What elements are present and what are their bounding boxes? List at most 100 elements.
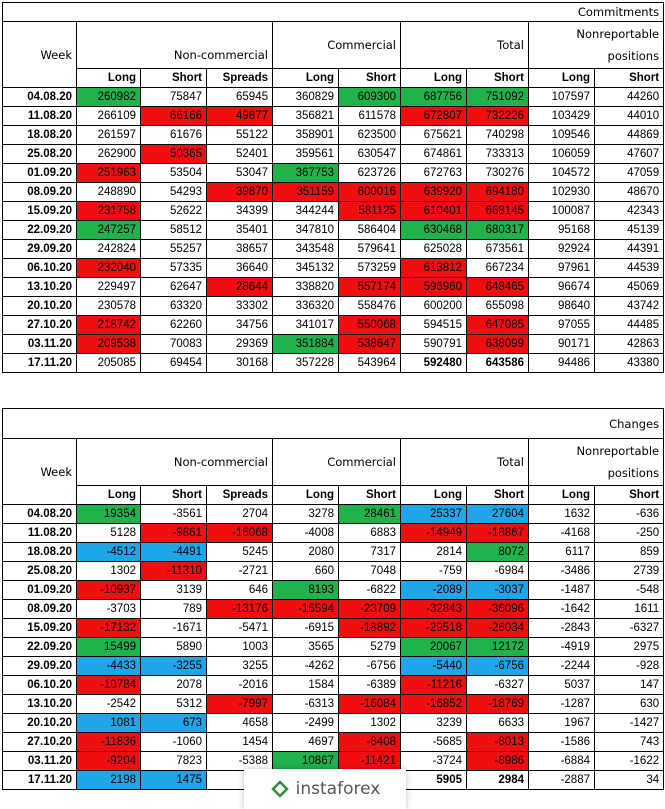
week-date-cell: 13.10.20 bbox=[2, 694, 77, 714]
value-cell: 3278 bbox=[272, 504, 339, 524]
value-cell: 646 bbox=[206, 580, 273, 600]
week-header: Week bbox=[2, 21, 77, 88]
value-cell: 3139 bbox=[140, 580, 207, 600]
table-row: 13.10.20 -2542 5312 -7997 -6313 -16084 -16852-… bbox=[2, 694, 665, 714]
noncommercial-header: Non-commercial bbox=[76, 438, 273, 486]
value-cell: -1487 bbox=[528, 580, 595, 600]
value-cell: 600016 bbox=[338, 182, 401, 202]
table-row: 06.10.20 232040 57335 36640 345132 573259 6138… bbox=[2, 258, 665, 278]
value-cell: 75847 bbox=[140, 87, 207, 107]
value-cell: 2198 bbox=[76, 770, 141, 790]
value-cell: -14949 bbox=[400, 523, 467, 543]
col-total-long: Long bbox=[400, 68, 467, 88]
nonreportable-header: Nonreportable positions bbox=[527, 438, 665, 486]
value-cell: 592480 bbox=[400, 353, 467, 373]
col-nonrep-short: Short bbox=[593, 485, 665, 505]
value-cell: -5471 bbox=[206, 618, 273, 638]
value-cell: -8013 bbox=[466, 732, 529, 752]
week-date-cell: 01.09.20 bbox=[2, 580, 77, 600]
value-cell: -6756 bbox=[466, 656, 529, 676]
value-cell: 5890 bbox=[140, 637, 207, 657]
value-cell: 538647 bbox=[338, 334, 401, 354]
week-date-cell: 03.11.20 bbox=[2, 751, 77, 771]
value-cell: 1003 bbox=[206, 637, 273, 657]
value-cell: 232040 bbox=[76, 258, 141, 278]
value-cell: 97055 bbox=[528, 315, 595, 335]
table-row: 03.11.20 209538 70083 29369 351884 538647 5907… bbox=[2, 334, 665, 354]
value-cell: 6633 bbox=[466, 713, 529, 733]
value-cell: 1302 bbox=[338, 713, 401, 733]
value-cell: 751092 bbox=[466, 87, 529, 107]
value-cell: -2016 bbox=[206, 675, 273, 695]
value-cell: -6313 bbox=[272, 694, 339, 714]
week-date-cell: 08.09.20 bbox=[2, 599, 77, 619]
table-row: 25.08.20 262900 50365 52401 359561 630547 6748… bbox=[2, 144, 665, 164]
week-header: Week bbox=[2, 438, 77, 505]
value-cell: 42343 bbox=[593, 201, 665, 221]
value-cell: 338820 bbox=[272, 277, 339, 297]
value-cell: 557174 bbox=[338, 277, 401, 297]
value-cell: 2984 bbox=[466, 770, 529, 790]
table-row: 06.10.20 -10784 2078 -2016 1584 -6389 -11216 -6… bbox=[2, 675, 665, 695]
table-row: 29.09.20 242824 55257 38657 343548 579641 6250… bbox=[2, 239, 665, 259]
value-cell: 5037 bbox=[528, 675, 595, 695]
value-cell: 600200 bbox=[400, 296, 467, 316]
col-comm-short: Short bbox=[338, 68, 401, 88]
value-cell: -16594 bbox=[272, 599, 339, 619]
week-date-cell: 13.10.20 bbox=[2, 277, 77, 297]
value-cell: -23709 bbox=[338, 599, 401, 619]
value-cell: 579641 bbox=[338, 239, 401, 259]
instaforex-watermark[interactable]: instaforex bbox=[244, 769, 406, 809]
week-date-cell: 17.11.20 bbox=[2, 353, 77, 373]
value-cell: -3486 bbox=[528, 561, 595, 581]
table-row: 13.10.20 229497 62647 28644 338820 557174 5969… bbox=[2, 277, 665, 297]
value-cell: 48670 bbox=[593, 182, 665, 202]
value-cell: 44260 bbox=[593, 87, 665, 107]
value-cell: 266109 bbox=[76, 106, 141, 126]
value-cell: -3561 bbox=[140, 504, 207, 524]
value-cell: -2499 bbox=[272, 713, 339, 733]
value-cell: -11421 bbox=[338, 751, 401, 771]
value-cell: 343548 bbox=[272, 239, 339, 259]
value-cell: 341017 bbox=[272, 315, 339, 335]
value-cell: 638099 bbox=[466, 334, 529, 354]
week-date-cell: 11.08.20 bbox=[2, 523, 77, 543]
table-row: 08.09.20 248890 54293 39870 351159 600016 6399… bbox=[2, 182, 665, 202]
value-cell: 45139 bbox=[593, 220, 665, 240]
value-cell: 229497 bbox=[76, 277, 141, 297]
week-date-cell: 20.10.20 bbox=[2, 296, 77, 316]
value-cell: 1454 bbox=[206, 732, 273, 752]
col-nonrep-short: Short bbox=[593, 68, 665, 88]
col-comm-long: Long bbox=[272, 68, 339, 88]
value-cell: 611578 bbox=[338, 106, 401, 126]
value-cell: -2721 bbox=[206, 561, 273, 581]
week-date-cell: 04.08.20 bbox=[2, 504, 77, 524]
table-row: 15.09.20 -17132 -1671 -5471 -6915 -18892 -2951… bbox=[2, 618, 665, 638]
value-cell: 859 bbox=[593, 542, 665, 562]
week-date-cell: 20.10.20 bbox=[2, 713, 77, 733]
value-cell: 50365 bbox=[140, 144, 207, 164]
value-cell: -1287 bbox=[528, 694, 595, 714]
value-cell: 1302 bbox=[76, 561, 141, 581]
week-date-cell: 15.09.20 bbox=[2, 201, 77, 221]
week-date-cell: 15.09.20 bbox=[2, 618, 77, 638]
value-cell: 43380 bbox=[593, 353, 665, 373]
value-cell: -2843 bbox=[528, 618, 595, 638]
value-cell: 107597 bbox=[528, 87, 595, 107]
value-cell: 630468 bbox=[400, 220, 467, 240]
value-cell: 672763 bbox=[400, 163, 467, 183]
table-row: 20.10.20 1081 673 4658 -2499 1302 3239 6633 1967… bbox=[2, 713, 665, 733]
value-cell: -16852 bbox=[400, 694, 467, 714]
value-cell: -636 bbox=[593, 504, 665, 524]
table-row: 04.08.20 19354 -3561 2704 3278 28461 25337 2760… bbox=[2, 504, 665, 524]
value-cell: -5685 bbox=[400, 732, 467, 752]
col-total-long: Long bbox=[400, 485, 467, 505]
week-date-cell: 25.08.20 bbox=[2, 144, 77, 164]
value-cell: 543964 bbox=[338, 353, 401, 373]
value-cell: 630 bbox=[593, 694, 665, 714]
noncommercial-header: Non-commercial bbox=[76, 21, 273, 69]
value-cell: -3703 bbox=[76, 599, 141, 619]
nonreportable-header: Nonreportable positions bbox=[527, 21, 665, 69]
value-cell: 28461 bbox=[338, 504, 401, 524]
table-row: 27.10.20 -11836 -1060 1454 4697 -8408 -5685 -80… bbox=[2, 732, 665, 752]
